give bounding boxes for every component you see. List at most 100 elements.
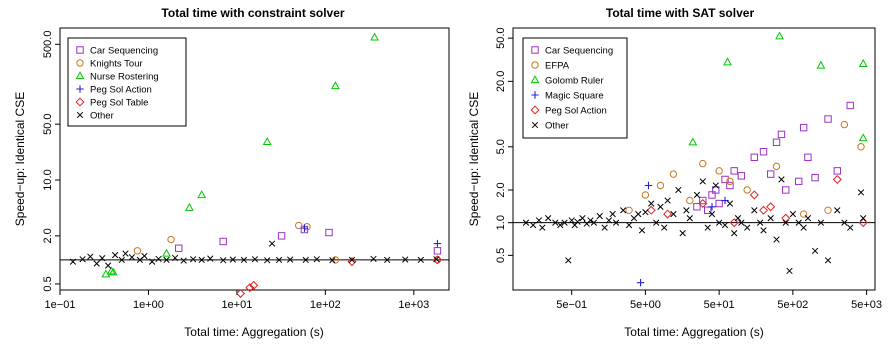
car-sequencing-point — [777, 130, 786, 139]
nurse-rostering-point — [184, 202, 194, 211]
y-tick-label: 5.0 — [495, 139, 507, 154]
efpa-point — [726, 177, 734, 186]
other-point — [824, 257, 832, 264]
x-tick-label: 1e+01 — [221, 299, 252, 311]
y-tick-label: 2.0 — [495, 182, 507, 197]
other-point — [180, 257, 187, 264]
chart-title: Total time with constraint solver — [161, 6, 344, 20]
x-axis-label: Total time: Aggregation (s) — [624, 325, 763, 339]
x-axis-label: Total time: Aggregation (s) — [184, 325, 323, 339]
other-point — [264, 257, 271, 264]
magic-square-point — [636, 279, 645, 287]
other-point — [522, 219, 530, 226]
other-point — [738, 219, 745, 226]
legend-label: EFPA — [545, 61, 570, 72]
other-point — [744, 224, 751, 231]
legend-marker — [76, 111, 84, 119]
efpa-point — [715, 167, 723, 175]
peg-sol-table-point — [236, 288, 246, 298]
other-point — [778, 176, 785, 183]
car-sequencing-point — [730, 167, 738, 175]
peg-sol-action-point — [858, 218, 868, 228]
data-points — [69, 32, 442, 298]
golomb-ruler-point — [688, 137, 698, 146]
car-sequencing-point — [811, 173, 819, 182]
legend-marker — [530, 75, 540, 84]
other-point — [148, 258, 156, 265]
peg-sol-action-point — [759, 205, 769, 215]
other-point — [699, 178, 706, 185]
car-sequencing-point — [772, 138, 781, 146]
other-point — [601, 224, 608, 231]
legend-marker — [531, 91, 539, 99]
efpa-point — [641, 191, 650, 199]
other-point — [384, 256, 391, 264]
legend-marker — [531, 61, 539, 69]
knights-tour-point — [303, 223, 311, 231]
other-point — [189, 256, 197, 263]
other-point — [587, 217, 594, 224]
peg-sol-action-point — [729, 218, 739, 228]
peg-sol-action-point — [433, 239, 442, 248]
legend-label: Peg Sol Table — [90, 98, 148, 109]
nurse-rostering-point — [162, 248, 171, 257]
legend-marker — [75, 71, 85, 80]
knights-tour-point — [167, 235, 175, 244]
golomb-ruler-point — [858, 59, 868, 67]
y-tick-label: 10.0 — [42, 169, 54, 190]
other-point — [557, 221, 564, 229]
peg-sol-table-point — [432, 255, 442, 265]
legend-marker — [531, 46, 539, 54]
other-point — [565, 257, 572, 264]
peg-sol-action-point — [749, 190, 759, 200]
other-point — [625, 221, 633, 229]
other-point — [686, 215, 693, 222]
legend-marker — [76, 85, 84, 93]
efpa-point — [743, 186, 751, 194]
other-point — [800, 224, 807, 231]
other-point — [715, 219, 723, 226]
magic-square-point — [644, 181, 653, 190]
efpa-point — [669, 170, 678, 178]
car-sequencing-point — [799, 123, 808, 132]
nurse-rostering-point — [262, 137, 272, 146]
other-point — [417, 256, 424, 264]
car-sequencing-point — [699, 196, 707, 205]
legend-marker — [531, 121, 539, 129]
other-point — [609, 210, 616, 218]
x-tick-label: 5e−01 — [556, 299, 587, 311]
legend-box — [67, 37, 187, 127]
sat-solver-plot: Total time with SAT solver 5e−01 5e+00 5e+… — [467, 6, 882, 339]
car-sequencing-point — [721, 175, 729, 184]
other-point — [171, 254, 179, 262]
efpa-point — [824, 206, 832, 215]
other-point — [229, 256, 237, 263]
legend-label: Golomb Ruler — [545, 76, 604, 87]
car-sequencing-point — [804, 153, 812, 161]
car-sequencing-point — [737, 172, 746, 180]
y-tick-label: 500.0 — [42, 31, 54, 59]
efpa-point — [699, 159, 707, 168]
other-point — [251, 256, 259, 263]
y-tick-label: 0.5 — [42, 276, 54, 291]
peg-sol-action-point — [781, 213, 791, 223]
efpa-point — [625, 206, 633, 215]
other-point — [670, 210, 677, 218]
other-point — [760, 227, 767, 234]
peg-sol-action-point — [698, 199, 708, 209]
x-tick-label: 5e+01 — [704, 299, 735, 311]
car-sequencing-point — [175, 244, 183, 252]
other-point — [782, 219, 789, 226]
other-point — [402, 256, 409, 263]
other-point — [69, 258, 77, 265]
nurse-rostering-point — [108, 267, 118, 276]
other-point — [811, 247, 819, 255]
other-point — [661, 224, 668, 231]
other-point — [539, 224, 546, 231]
other-point — [675, 186, 682, 194]
other-point — [240, 256, 248, 264]
x-tick-label: 1e+03 — [398, 299, 429, 311]
other-point — [860, 215, 867, 222]
x-axis: 1e−01 1e+00 1e+01 1e+02 1e+03 — [45, 290, 429, 311]
other-point — [574, 218, 581, 225]
